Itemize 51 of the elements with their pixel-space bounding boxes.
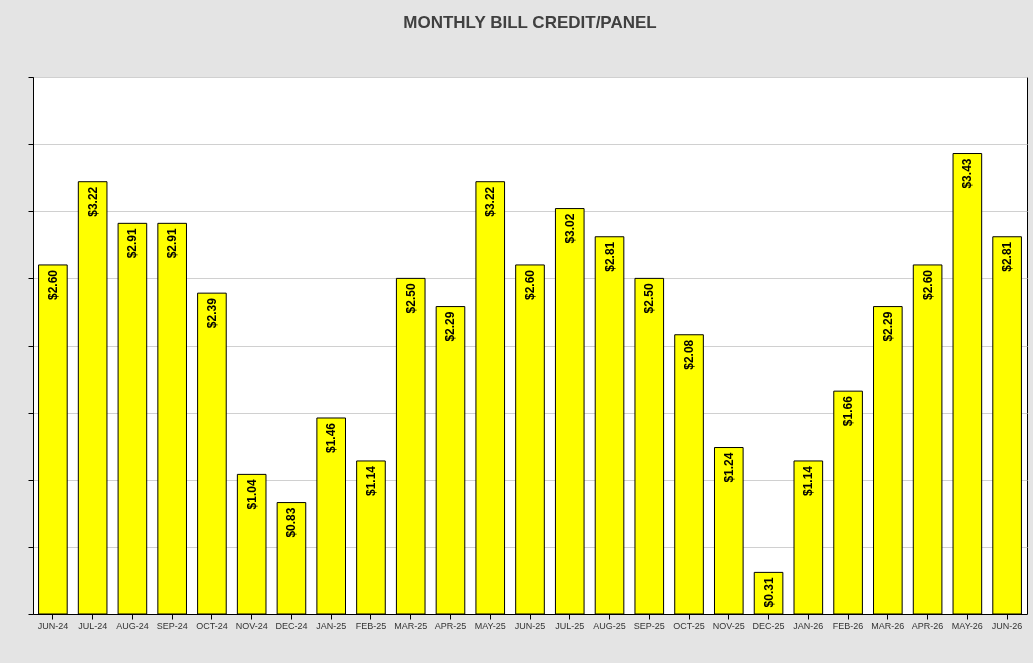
data-label: $2.81 bbox=[602, 241, 617, 272]
data-label: $2.91 bbox=[165, 228, 180, 259]
x-tick-label: JUL-25 bbox=[555, 620, 585, 631]
x-tick-label: FEB-25 bbox=[355, 620, 387, 631]
x-tick-label: NOV-24 bbox=[235, 620, 268, 631]
x-tick-label: MAY-25 bbox=[474, 620, 506, 631]
data-label: $3.02 bbox=[562, 213, 577, 244]
data-label: $3.22 bbox=[483, 186, 498, 217]
x-tick-label: JUN-26 bbox=[991, 620, 1023, 631]
x-tick-label: JAN-25 bbox=[316, 620, 347, 631]
x-tick-label: AUG-24 bbox=[116, 620, 149, 631]
x-tick-label: JAN-26 bbox=[793, 620, 824, 631]
data-label: $2.81 bbox=[1000, 241, 1015, 272]
data-label: $3.43 bbox=[960, 158, 975, 189]
data-label: $1.46 bbox=[324, 422, 339, 454]
data-label: $2.29 bbox=[443, 311, 458, 342]
data-label: $2.91 bbox=[125, 228, 140, 259]
x-tick-label: MAY-26 bbox=[951, 620, 983, 631]
x-tick-label: JUN-24 bbox=[37, 620, 69, 631]
data-label: $0.31 bbox=[761, 577, 776, 608]
data-label: $0.83 bbox=[284, 507, 299, 538]
x-tick-label: MAR-26 bbox=[871, 620, 905, 631]
data-label: $3.22 bbox=[85, 186, 100, 217]
data-label: $2.50 bbox=[642, 283, 657, 314]
data-label: $2.39 bbox=[204, 297, 219, 329]
x-tick-label: AUG-25 bbox=[593, 620, 626, 631]
x-tick-label: NOV-25 bbox=[712, 620, 745, 631]
x-tick-label: APR-26 bbox=[911, 620, 944, 631]
data-label: $1.24 bbox=[721, 452, 736, 483]
x-tick-label: FEB-26 bbox=[832, 620, 864, 631]
data-label: $1.04 bbox=[244, 479, 259, 510]
data-label: $1.66 bbox=[841, 395, 856, 427]
x-tick-label: DEC-24 bbox=[275, 620, 308, 631]
data-label: $2.60 bbox=[45, 269, 60, 300]
x-tick-label: JUN-25 bbox=[514, 620, 546, 631]
data-label: $1.14 bbox=[363, 465, 378, 496]
x-tick-label: SEP-24 bbox=[156, 620, 188, 631]
data-label: $2.60 bbox=[523, 269, 537, 300]
chart-title: MONTHLY BILL CREDIT/PANEL bbox=[403, 12, 657, 32]
data-label: $2.60 bbox=[920, 269, 935, 300]
x-tick-label: MAR-25 bbox=[394, 620, 428, 631]
x-tick-label: SEP-25 bbox=[633, 620, 665, 631]
x-tick-label: JUL-24 bbox=[78, 620, 108, 631]
data-label: $2.50 bbox=[403, 283, 418, 314]
x-tick-label: OCT-25 bbox=[673, 620, 705, 631]
x-tick-label: APR-25 bbox=[434, 620, 467, 631]
data-label: $2.29 bbox=[880, 311, 895, 342]
data-label: $2.08 bbox=[682, 339, 697, 370]
data-label: $1.14 bbox=[801, 465, 816, 496]
x-tick-label: OCT-24 bbox=[196, 620, 228, 631]
x-tick-label: DEC-25 bbox=[752, 620, 785, 631]
